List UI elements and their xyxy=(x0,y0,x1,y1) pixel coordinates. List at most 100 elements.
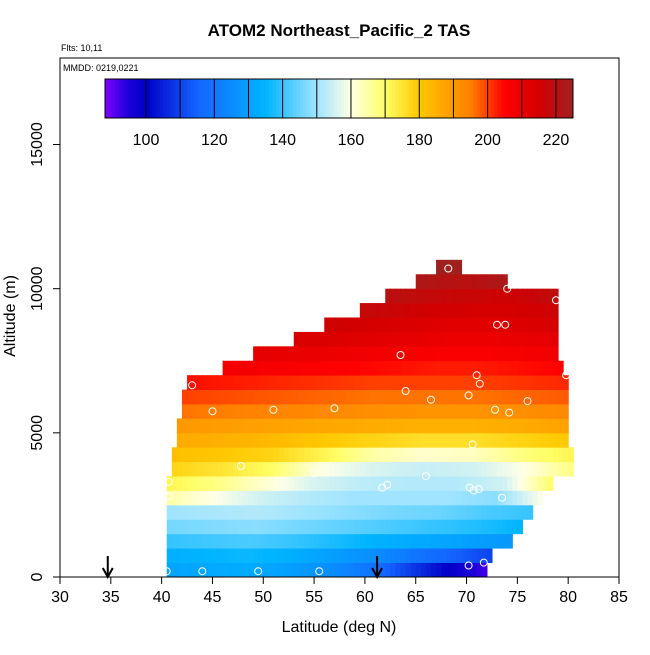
heatmap-cell xyxy=(339,490,346,506)
heatmap-cell xyxy=(532,432,539,448)
heatmap-cell xyxy=(380,404,386,419)
heatmap-cell xyxy=(486,476,493,491)
heatmap-cell xyxy=(309,404,315,419)
heatmap-cell xyxy=(461,375,468,390)
heatmap-cell xyxy=(456,404,463,419)
heatmap-cell xyxy=(430,519,437,535)
heatmap-cell xyxy=(537,447,544,463)
heatmap-cell xyxy=(278,375,285,390)
heatmap-cell xyxy=(369,432,376,448)
heatmap-cell xyxy=(268,490,275,506)
heatmap-cell xyxy=(354,360,361,376)
heatmap-cell xyxy=(212,375,219,390)
heatmap-cell xyxy=(385,375,391,390)
heatmap-cell xyxy=(298,461,305,477)
heatmap-cell xyxy=(420,476,427,491)
colorbar-segment xyxy=(535,79,540,118)
colorbar-segment xyxy=(552,79,557,118)
heatmap-cell xyxy=(451,432,457,448)
heatmap-cell xyxy=(491,274,498,290)
colorbar-segment xyxy=(330,79,335,118)
heatmap-cell xyxy=(309,519,315,535)
heatmap-cell xyxy=(217,404,224,419)
heatmap-cell xyxy=(359,519,366,535)
heatmap-cell xyxy=(293,375,300,390)
heatmap-cell xyxy=(375,303,381,318)
heatmap-cell xyxy=(283,504,290,520)
heatmap-cell xyxy=(415,360,422,376)
heatmap-cell xyxy=(202,432,208,448)
observation-point xyxy=(315,567,324,576)
heatmap-cell xyxy=(309,533,315,549)
heatmap-cell xyxy=(364,461,371,477)
heatmap-cell xyxy=(517,346,524,362)
heatmap-cell xyxy=(263,404,269,419)
heatmap-cell xyxy=(293,476,300,491)
observation-point xyxy=(162,567,171,576)
heatmap-cell xyxy=(263,504,269,520)
heatmap-cell xyxy=(507,432,513,448)
heatmap-cell xyxy=(181,562,188,578)
heatmap-cell xyxy=(227,504,234,520)
heatmap-cell xyxy=(446,288,452,304)
heatmap-cell xyxy=(436,461,442,477)
heatmap-cell xyxy=(253,418,259,434)
heatmap-cell xyxy=(542,404,549,419)
colorbar-segment xyxy=(214,79,219,118)
heatmap-cell xyxy=(425,346,432,362)
observation-point xyxy=(310,469,319,478)
heatmap-cell xyxy=(481,404,488,419)
heatmap-cell xyxy=(491,317,498,333)
heatmap-cell xyxy=(512,476,518,491)
heatmap-cell xyxy=(319,418,325,434)
heatmap-cell xyxy=(476,317,483,333)
observation-point xyxy=(465,483,474,492)
heatmap-cell xyxy=(400,404,407,419)
heatmap-cell xyxy=(278,519,285,535)
heatmap-cell xyxy=(461,288,468,304)
colorbar-segment xyxy=(251,79,256,118)
heatmap-cell xyxy=(502,418,508,434)
heatmap-cell xyxy=(471,360,478,376)
heatmap-cell xyxy=(466,360,473,376)
heatmap-cell xyxy=(446,533,452,549)
observation-point xyxy=(396,351,405,359)
heatmap-cell xyxy=(481,317,488,333)
heatmap-cell xyxy=(507,317,513,333)
colorbar-segment xyxy=(180,79,185,118)
heatmap-cell xyxy=(390,331,396,347)
heatmap-cell xyxy=(532,476,539,491)
colorbar-segment xyxy=(504,79,509,118)
heatmap-cell xyxy=(456,418,463,434)
heatmap-cell xyxy=(436,274,442,290)
heatmap-cell xyxy=(176,447,183,463)
heatmap-cell xyxy=(436,447,442,463)
heatmap-cell xyxy=(369,404,376,419)
y-tick-label: 10000 xyxy=(29,266,46,311)
heatmap-cell xyxy=(288,461,295,477)
heatmap-cell xyxy=(207,389,214,405)
heatmap-cell xyxy=(451,288,457,304)
heatmap-cell xyxy=(425,504,432,520)
heatmap-cell xyxy=(380,346,386,362)
colorbar-segment xyxy=(467,79,472,118)
heatmap-cell xyxy=(385,519,391,535)
heatmap-cell xyxy=(512,288,518,304)
heatmap-cell xyxy=(232,562,239,578)
heatmap-cell xyxy=(334,476,341,491)
heatmap-cell xyxy=(542,432,549,448)
colorbar-segment xyxy=(497,79,502,118)
heatmap-cell xyxy=(222,519,229,535)
heatmap-cell xyxy=(446,519,452,535)
heatmap-cell xyxy=(217,562,224,578)
heatmap-cell xyxy=(512,346,518,362)
heatmap-cell xyxy=(222,476,229,491)
heatmap-cell xyxy=(207,432,214,448)
heatmap-cell xyxy=(466,418,473,434)
heatmap-cell xyxy=(537,461,544,477)
heatmap-cell xyxy=(364,418,371,434)
heatmap-cell xyxy=(187,389,193,405)
heatmap-cell xyxy=(222,533,229,549)
heatmap-cell xyxy=(303,519,310,535)
heatmap-cell xyxy=(369,461,376,477)
